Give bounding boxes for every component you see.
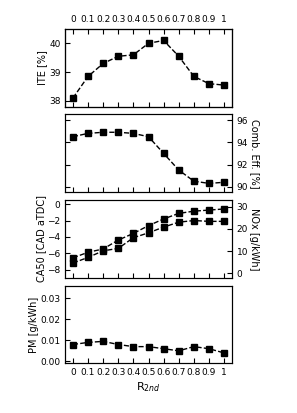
Y-axis label: Comb. Eff. [%]: Comb. Eff. [%] [249,119,259,188]
X-axis label: R$_{2nd}$: R$_{2nd}$ [136,380,161,394]
Y-axis label: CA50 [CAD aTDC]: CA50 [CAD aTDC] [36,195,46,282]
Y-axis label: NOx [g/kWh]: NOx [g/kWh] [249,208,259,270]
Y-axis label: PM [g/kWh]: PM [g/kWh] [29,297,39,353]
Y-axis label: ITE [%]: ITE [%] [38,50,48,85]
